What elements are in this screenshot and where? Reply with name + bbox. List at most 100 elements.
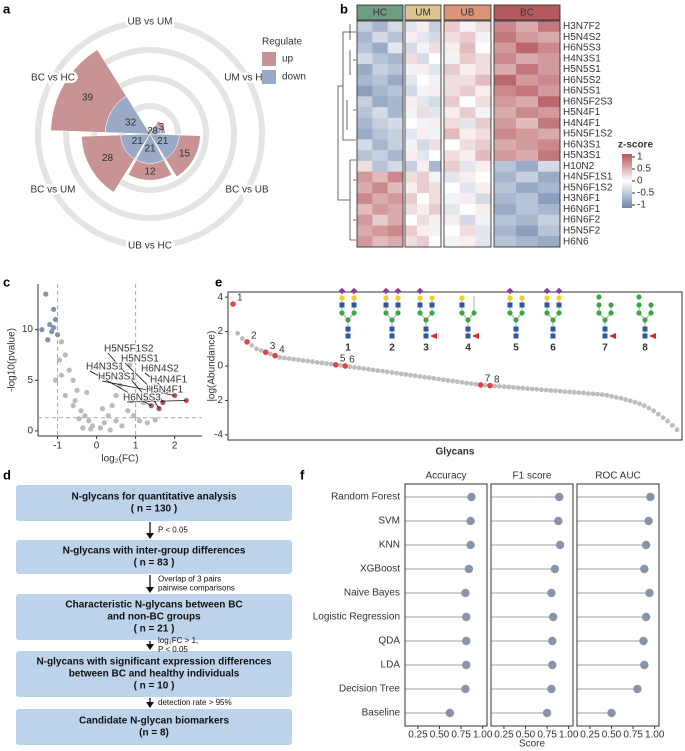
heat-cell — [417, 225, 430, 237]
point — [482, 382, 488, 388]
heat-cell — [475, 74, 492, 86]
point — [422, 374, 428, 380]
point — [459, 379, 465, 385]
point — [258, 348, 264, 353]
x-tick-label: 0.75 — [623, 730, 643, 741]
heat-cell — [387, 171, 404, 183]
heat-cell — [494, 64, 517, 76]
heat-cell — [405, 53, 418, 65]
lollipop-dot — [466, 516, 475, 526]
heat-cell — [494, 96, 517, 108]
point — [366, 366, 371, 372]
point — [70, 403, 76, 409]
heat-cell — [357, 85, 373, 97]
heat-cell — [387, 160, 404, 172]
heat-cell — [417, 74, 430, 86]
leader-line — [124, 362, 156, 393]
grid-ring — [63, 47, 237, 221]
leader-line — [144, 372, 168, 391]
colorbar-tick-label: -1 — [637, 200, 646, 211]
point — [497, 383, 502, 389]
galactose — [544, 295, 550, 301]
point — [674, 427, 680, 433]
lollipop-dot — [633, 684, 642, 694]
heat-cell — [429, 42, 442, 54]
facet-frame — [576, 483, 660, 727]
heat-cell — [357, 139, 373, 151]
heat-cell — [405, 21, 418, 33]
heat-cell — [444, 150, 460, 162]
point — [398, 371, 404, 377]
heat-cell — [516, 85, 539, 97]
highlight-label: 8 — [494, 374, 500, 385]
point — [529, 386, 535, 392]
category-label: BC vs UB — [225, 185, 269, 196]
heat-cell — [372, 193, 388, 205]
flow-box — [16, 651, 292, 697]
heat-cell — [444, 64, 460, 76]
lollipop-dot — [467, 492, 476, 502]
heat-cell — [444, 128, 460, 140]
heat-cell — [387, 107, 404, 119]
point — [119, 423, 125, 429]
point — [51, 306, 57, 312]
heat-cell — [516, 128, 539, 140]
point — [291, 356, 297, 362]
heat-cell — [494, 160, 517, 172]
heat-cell — [516, 182, 539, 194]
point — [492, 383, 498, 389]
flow-text: ( n = 21 ) — [134, 624, 175, 635]
point — [70, 377, 76, 383]
sialic-acid — [506, 287, 514, 295]
galactose — [417, 295, 423, 301]
heat-cell — [405, 182, 418, 194]
glcnac — [550, 326, 556, 332]
point — [56, 357, 63, 363]
mannose — [648, 302, 654, 308]
heat-cell — [417, 214, 430, 226]
lollipop-dot — [466, 540, 475, 550]
point — [305, 358, 311, 364]
glcnac — [507, 302, 513, 308]
mannose — [636, 294, 642, 300]
sialic-acid — [555, 287, 563, 295]
point — [47, 321, 53, 328]
mannose — [429, 310, 435, 316]
heat-cell — [516, 74, 539, 86]
heat-cell — [538, 107, 561, 119]
lollipop-dot — [639, 636, 648, 646]
glcnac — [602, 333, 608, 339]
row-label: H5N4S2 — [563, 32, 601, 43]
point — [58, 339, 65, 345]
flow-text: ( n = 83 ) — [134, 558, 175, 569]
facet-frame — [490, 483, 574, 727]
point-label: H5N3S1 — [98, 372, 136, 383]
y-tick-label: 0 — [217, 361, 223, 372]
point — [632, 399, 638, 405]
flow-condition: P < 0.05 — [158, 645, 188, 654]
heat-cell — [516, 21, 539, 33]
heat-cell — [494, 182, 517, 194]
glcnac — [519, 302, 525, 308]
heat-cell — [429, 225, 442, 237]
point — [84, 389, 90, 396]
point — [121, 372, 127, 378]
heat-cell — [475, 193, 492, 205]
point — [445, 378, 451, 383]
heat-cell — [444, 203, 460, 216]
mannose — [642, 317, 648, 323]
heat-cell — [405, 214, 418, 226]
structure-label: 8 — [642, 343, 648, 354]
heat-cell — [357, 74, 373, 86]
heat-cell — [459, 214, 476, 226]
glycan-icon — [416, 287, 437, 339]
row-label: H6N5S1 — [563, 86, 601, 97]
highlight-point — [244, 339, 250, 345]
highlight-label: 2 — [251, 331, 257, 342]
heat-cell — [429, 171, 442, 183]
heat-cell — [372, 203, 388, 216]
heat-cell — [459, 85, 476, 97]
glcnac — [429, 302, 435, 308]
point — [296, 357, 301, 363]
group-frame — [356, 20, 404, 248]
